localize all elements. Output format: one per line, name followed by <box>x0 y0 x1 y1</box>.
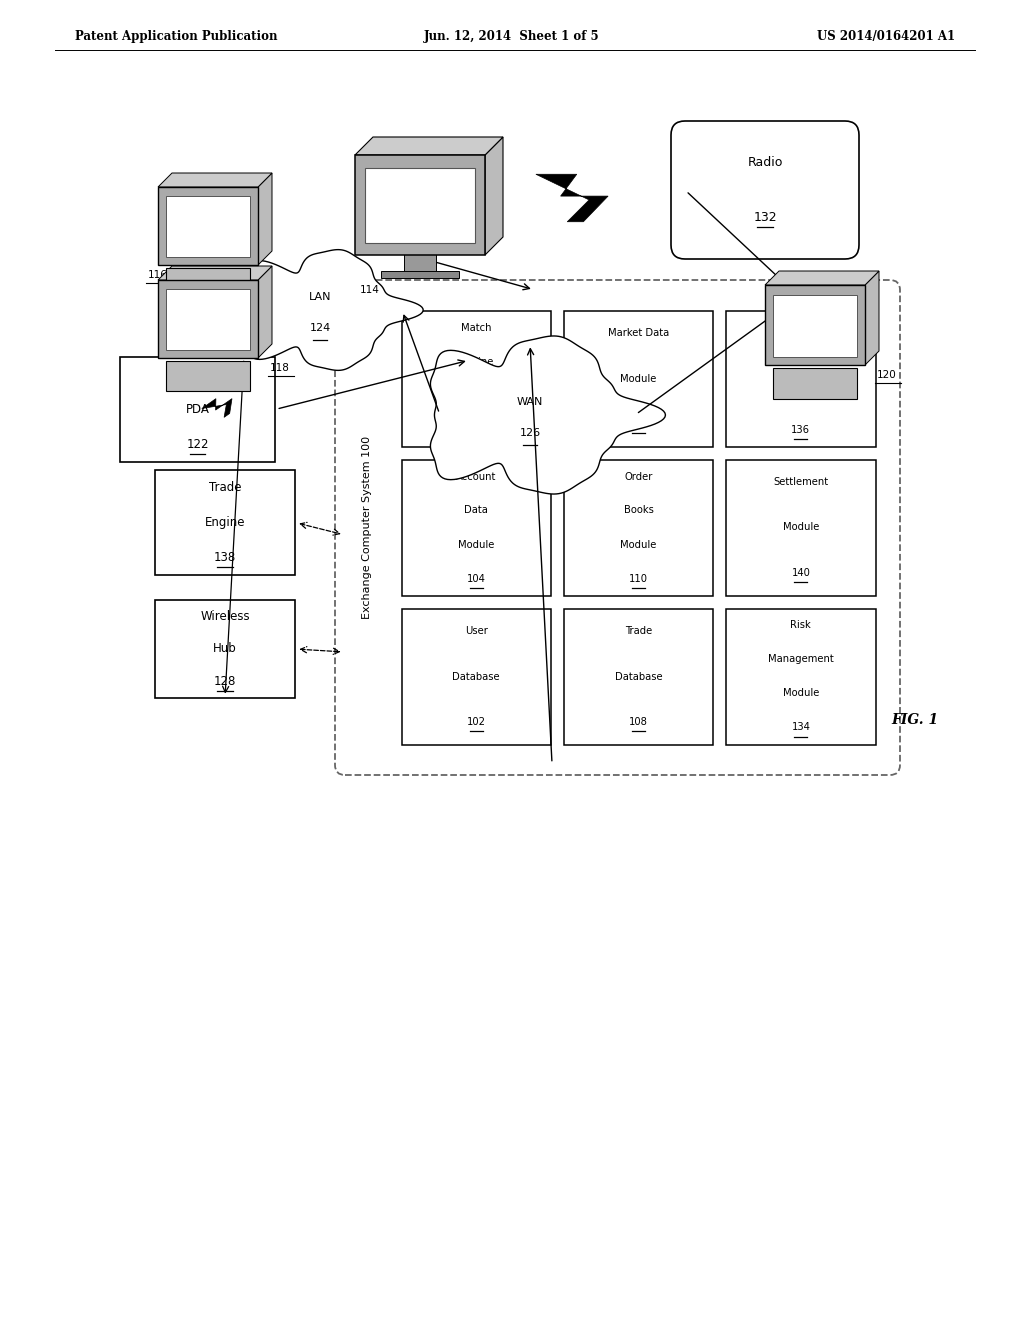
Bar <box>401 459 551 595</box>
Polygon shape <box>258 267 272 358</box>
Text: 126: 126 <box>519 428 541 438</box>
Bar <box>158 187 258 265</box>
Text: Wireless: Wireless <box>200 610 250 623</box>
Bar <box>404 253 435 273</box>
Text: 120: 120 <box>877 370 897 380</box>
Text: Trade: Trade <box>209 480 242 494</box>
Text: 116: 116 <box>148 271 168 280</box>
Text: 104: 104 <box>467 573 485 583</box>
Text: Order: Order <box>625 471 652 482</box>
Text: Jun. 12, 2014  Sheet 1 of 5: Jun. 12, 2014 Sheet 1 of 5 <box>424 30 600 44</box>
Text: Account: Account <box>456 471 497 482</box>
Polygon shape <box>355 137 503 154</box>
Text: 102: 102 <box>467 717 485 727</box>
Polygon shape <box>158 173 272 187</box>
Bar <box>166 197 250 257</box>
Polygon shape <box>244 249 423 371</box>
Text: 132: 132 <box>754 211 777 224</box>
Text: Module: Module <box>782 391 819 400</box>
Polygon shape <box>258 173 272 265</box>
Text: 140: 140 <box>792 568 810 578</box>
Text: Exchange Computer System 100: Exchange Computer System 100 <box>362 436 372 619</box>
Polygon shape <box>202 399 232 417</box>
Bar <box>726 459 876 595</box>
Text: Management: Management <box>768 655 834 664</box>
Text: Match: Match <box>461 322 492 333</box>
Text: Module: Module <box>782 689 819 698</box>
Text: Engine: Engine <box>459 356 494 367</box>
Text: Data: Data <box>464 506 488 516</box>
Text: User: User <box>465 626 487 636</box>
Text: 124: 124 <box>309 323 331 333</box>
Text: Settlement: Settlement <box>773 477 828 487</box>
Bar <box>166 362 250 391</box>
Text: 136: 136 <box>792 425 810 434</box>
Polygon shape <box>158 267 272 280</box>
Text: 108: 108 <box>629 717 648 727</box>
Text: 114: 114 <box>360 285 380 294</box>
Bar <box>381 271 459 279</box>
Text: Module: Module <box>458 540 495 549</box>
Bar <box>765 285 865 366</box>
Text: Engine: Engine <box>205 516 246 529</box>
Bar <box>155 601 295 698</box>
Text: 134: 134 <box>792 722 810 733</box>
Text: Trade: Trade <box>625 626 652 636</box>
Text: 128: 128 <box>214 675 237 688</box>
Text: Database: Database <box>453 672 500 681</box>
Text: 122: 122 <box>186 438 209 451</box>
Bar <box>401 609 551 744</box>
Text: FIG. 1: FIG. 1 <box>892 713 939 727</box>
Bar <box>726 609 876 744</box>
Text: Patent Application Publication: Patent Application Publication <box>75 30 278 44</box>
Text: Books: Books <box>624 506 653 516</box>
Polygon shape <box>865 271 879 366</box>
Text: 138: 138 <box>214 550 237 564</box>
Bar <box>155 470 295 576</box>
Text: Module: Module <box>621 374 656 384</box>
Bar <box>564 310 713 446</box>
Text: Database: Database <box>614 672 663 681</box>
Polygon shape <box>430 337 666 494</box>
Text: 112: 112 <box>629 418 648 429</box>
FancyBboxPatch shape <box>671 121 859 259</box>
Text: Module: Module <box>458 391 495 400</box>
Bar <box>564 609 713 744</box>
Text: WAN: WAN <box>517 397 543 407</box>
Text: LAN: LAN <box>309 292 331 302</box>
Text: 118: 118 <box>270 363 290 374</box>
Bar <box>401 310 551 446</box>
Polygon shape <box>765 271 879 285</box>
FancyBboxPatch shape <box>335 280 900 775</box>
Bar <box>366 168 474 243</box>
Bar <box>355 154 485 255</box>
Text: Module: Module <box>621 540 656 549</box>
Bar <box>158 280 258 358</box>
Bar <box>564 459 713 595</box>
Bar <box>773 294 857 356</box>
Text: Market Data: Market Data <box>608 329 669 338</box>
Text: 110: 110 <box>629 573 648 583</box>
Bar <box>166 268 250 298</box>
Text: US 2014/0164201 A1: US 2014/0164201 A1 <box>817 30 955 44</box>
Text: Module: Module <box>782 523 819 532</box>
Text: Hub: Hub <box>213 643 237 656</box>
Text: Order: Order <box>786 322 815 333</box>
Bar <box>166 289 250 350</box>
Text: 106: 106 <box>467 425 485 434</box>
Text: PDA: PDA <box>185 403 210 416</box>
Text: Risk: Risk <box>791 620 811 631</box>
Text: Radio: Radio <box>748 156 782 169</box>
Text: Wireless: Wireless <box>173 368 222 381</box>
Polygon shape <box>536 174 608 222</box>
Bar <box>773 368 857 399</box>
Bar <box>120 356 275 462</box>
Text: Processor: Processor <box>777 356 825 367</box>
Bar <box>726 310 876 446</box>
Polygon shape <box>485 137 503 255</box>
